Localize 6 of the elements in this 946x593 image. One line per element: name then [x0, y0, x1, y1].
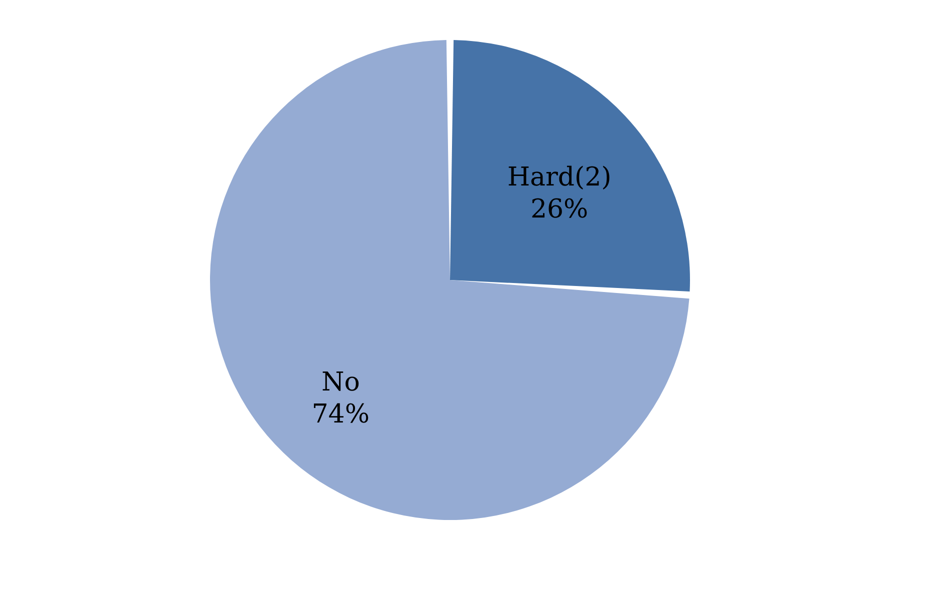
data-label: 26% — [530, 194, 588, 224]
pie-slice — [450, 40, 690, 292]
data-label: 74% — [312, 400, 370, 430]
slice-label: No — [321, 368, 360, 398]
slice-label: Hard(2) — [507, 162, 612, 192]
pie-slice — [210, 40, 690, 520]
